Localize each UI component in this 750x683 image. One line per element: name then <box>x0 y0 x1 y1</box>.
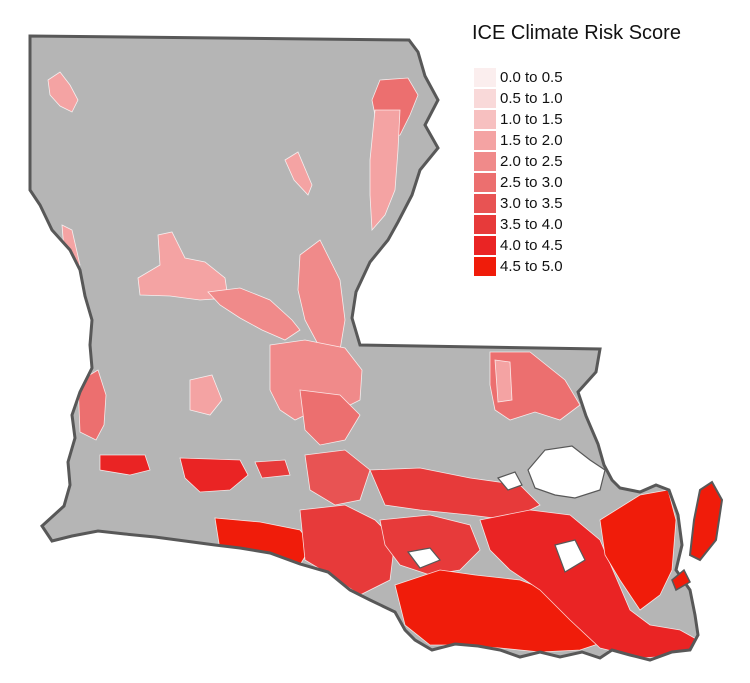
legend-swatch <box>474 68 496 87</box>
legend-label: 0.5 to 1.0 <box>500 90 563 107</box>
region-sw-row-c <box>254 459 291 479</box>
legend-label: 2.5 to 3.0 <box>500 174 563 191</box>
legend-title: ICE Climate Risk Score <box>472 22 681 44</box>
region-central-south <box>299 389 361 446</box>
legend-item: 0.0 to 0.5 <box>474 67 563 88</box>
legend-swatch <box>474 131 496 150</box>
lake-pontchartrain <box>527 445 606 499</box>
legend-label: 4.5 to 5.0 <box>500 258 563 275</box>
legend-item: 4.0 to 4.5 <box>474 235 563 256</box>
legend-swatch <box>474 215 496 234</box>
lake-maurepas <box>496 471 523 491</box>
region-east-central <box>297 239 346 351</box>
region-vermilion <box>299 504 396 596</box>
state-outline <box>28 34 700 662</box>
legend-item: 2.0 to 2.5 <box>474 151 563 172</box>
legend-item: 3.5 to 4.0 <box>474 214 563 235</box>
breton-island <box>671 568 691 592</box>
legend-label: 2.0 to 2.5 <box>500 153 563 170</box>
legend-item: 0.5 to 1.0 <box>474 88 563 109</box>
region-sw-row-b <box>179 457 249 493</box>
legend-item: 1.0 to 1.5 <box>474 109 563 130</box>
region-central-west <box>137 231 229 301</box>
region-north-central <box>284 151 313 196</box>
legend-swatch <box>474 152 496 171</box>
legend-swatch <box>474 173 496 192</box>
region-central-band <box>207 287 301 341</box>
legend-label: 3.0 to 3.5 <box>500 195 563 212</box>
region-plaquemines <box>599 489 677 611</box>
region-iberia-stmary <box>379 514 481 576</box>
legend-swatch <box>474 257 496 276</box>
barataria-bay <box>554 539 586 573</box>
legend-swatch <box>474 110 496 129</box>
region-ne-strip <box>369 109 401 232</box>
chandeleur-islands <box>688 480 724 562</box>
legend-label: 1.0 to 1.5 <box>500 111 563 128</box>
legend-swatch <box>474 194 496 213</box>
region-sw-row-a <box>99 454 151 476</box>
legend-label: 1.5 to 2.0 <box>500 132 563 149</box>
legend-item: 4.5 to 5.0 <box>474 256 563 277</box>
lake-grand <box>406 547 441 569</box>
legend-label: 4.0 to 4.5 <box>500 237 563 254</box>
legend-label: 3.5 to 4.0 <box>500 216 563 233</box>
legend-label: 0.0 to 0.5 <box>500 69 563 86</box>
region-lafourche <box>479 509 698 659</box>
region-mid-west <box>189 374 223 416</box>
region-terrebonne <box>394 569 611 653</box>
legend: 0.0 to 0.5 0.5 to 1.0 1.0 to 1.5 1.5 to 2.0… <box>474 67 563 277</box>
region-west-border <box>77 369 107 441</box>
legend-swatch <box>474 89 496 108</box>
region-se-florida-parishes <box>489 351 581 421</box>
legend-item: 2.5 to 3.0 <box>474 172 563 193</box>
region-acadiana <box>304 449 371 506</box>
legend-swatch <box>474 236 496 255</box>
region-se-strip <box>494 359 513 403</box>
legend-item: 3.0 to 3.5 <box>474 193 563 214</box>
legend-item: 1.5 to 2.0 <box>474 130 563 151</box>
region-nw-cluster <box>47 71 79 113</box>
